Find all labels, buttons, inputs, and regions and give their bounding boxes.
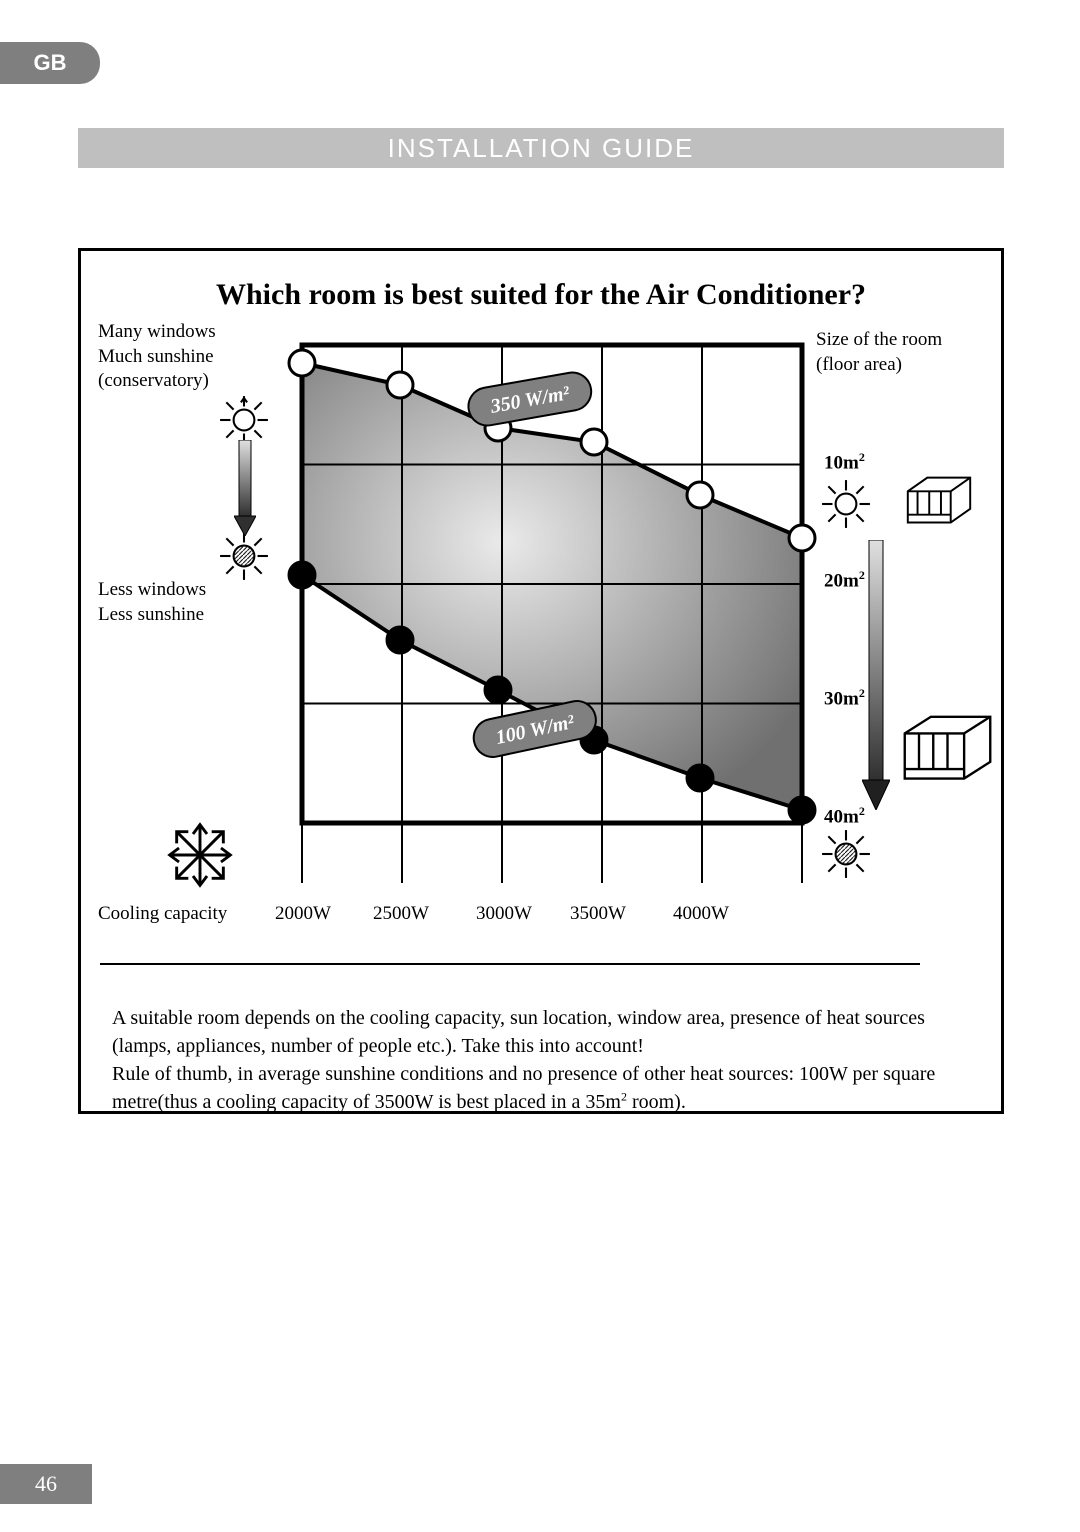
y-tick: 10m2	[824, 450, 865, 474]
y-tick: 20m2	[824, 568, 865, 592]
snowflake-icon	[165, 820, 235, 890]
label-many-windows: Many windowsMuch sunshine(conservatory)	[98, 320, 216, 394]
page-number: 46	[0, 1464, 92, 1504]
x-tick: 4000W	[673, 903, 729, 925]
country-tab: GB	[0, 42, 100, 84]
large-room-icon	[900, 712, 995, 788]
gradient-arrow-left	[234, 440, 256, 536]
sun-open-icon-right	[820, 478, 872, 530]
sun-hatched-icon	[218, 530, 270, 582]
x-tick: 3000W	[476, 903, 532, 925]
x-axis-label: Cooling capacity	[98, 903, 227, 925]
x-tick: 2000W	[275, 903, 331, 925]
gradient-arrow-right	[862, 540, 890, 810]
label-less-windows: Less windowsLess sunshine	[98, 578, 206, 627]
description-text: A suitable room depends on the cooling c…	[112, 1004, 954, 1116]
page-header: INSTALLATION GUIDE	[78, 128, 1004, 168]
y-tick: 30m2	[824, 686, 865, 710]
y-tick: 40m2	[824, 804, 865, 828]
x-tick: 2500W	[373, 903, 429, 925]
chart-title: Which room is best suited for the Air Co…	[78, 278, 1004, 312]
x-tick: 3500W	[570, 903, 626, 925]
sun-hatched-icon-right	[820, 828, 872, 880]
small-room-icon	[900, 472, 978, 534]
label-room-size: Size of the room(floor area)	[816, 328, 942, 377]
sun-open-icon	[218, 394, 270, 446]
